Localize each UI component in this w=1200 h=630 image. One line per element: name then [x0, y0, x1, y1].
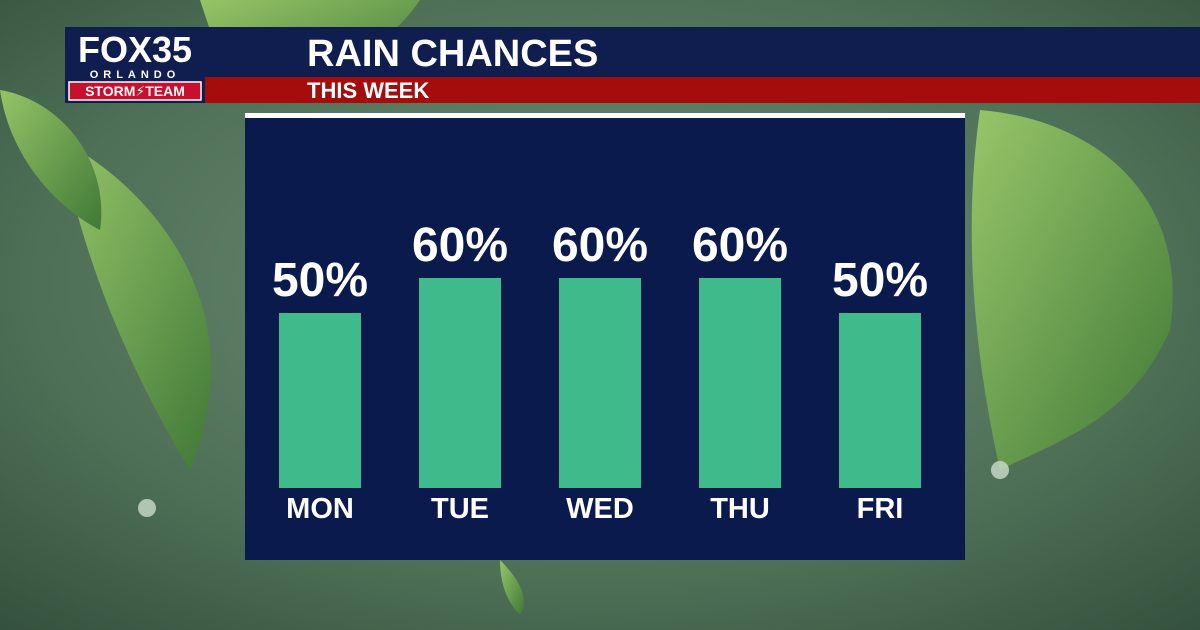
bar	[419, 278, 501, 488]
x-tick-label: MON	[286, 493, 354, 525]
x-tick-label: WED	[566, 493, 634, 525]
value-label: 60%	[692, 219, 788, 272]
leaves	[0, 0, 1173, 615]
logo-name: FOX35	[78, 29, 192, 70]
subtitle-bar	[65, 77, 1200, 103]
bar	[279, 313, 361, 488]
value-label: 50%	[272, 254, 368, 307]
value-label: 60%	[552, 219, 648, 272]
chart-subtitle: THIS WEEK	[307, 78, 429, 103]
bar	[839, 313, 921, 488]
logo-team-box	[68, 81, 202, 101]
logo-city: ORLANDO	[90, 69, 181, 81]
value-label: 50%	[832, 254, 928, 307]
panel-rule	[245, 113, 965, 118]
x-tick-label: TUE	[431, 493, 489, 525]
chart-title: RAIN CHANCES	[307, 33, 598, 75]
bar	[699, 278, 781, 488]
bar	[559, 278, 641, 488]
value-label: 60%	[412, 219, 508, 272]
x-tick-label: FRI	[857, 493, 904, 525]
logo-team: STORM⚡TEAM	[85, 83, 185, 99]
x-tick-label: THU	[710, 493, 770, 525]
title-bar	[65, 27, 1200, 77]
